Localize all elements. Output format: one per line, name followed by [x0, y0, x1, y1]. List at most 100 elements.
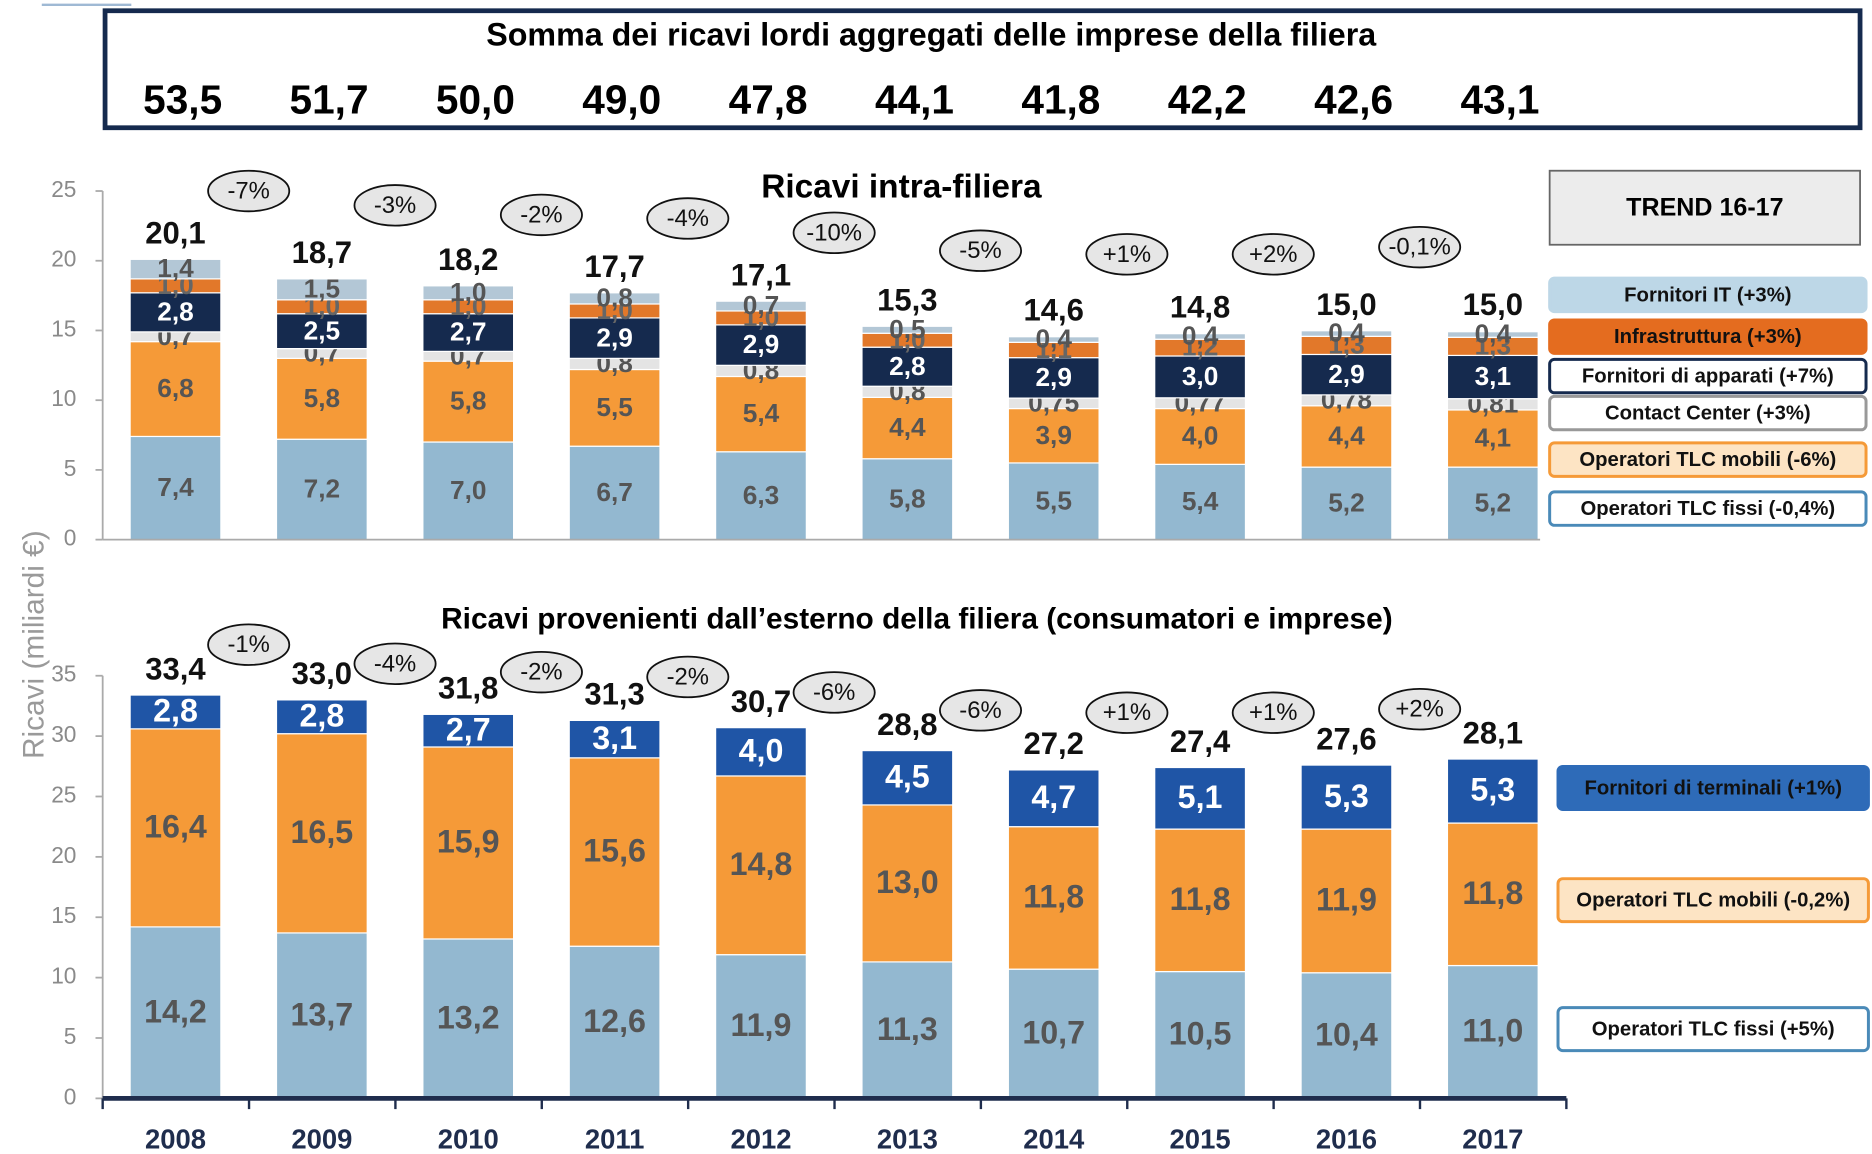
- data-label: 10,4: [1315, 1016, 1378, 1052]
- data-label: 4,0: [1182, 421, 1219, 451]
- total-label: 27,6: [1316, 721, 1376, 756]
- summary-value: 42,6: [1314, 76, 1393, 122]
- summary-value: 42,2: [1168, 76, 1247, 122]
- data-label: 2,8: [157, 296, 194, 326]
- data-label: 13,2: [437, 999, 500, 1035]
- data-label: 11,9: [731, 1007, 792, 1043]
- total-label: 15,3: [877, 283, 937, 318]
- data-label: 5,5: [596, 392, 633, 422]
- data-label: 5,3: [1324, 778, 1369, 814]
- bar-segment: [1007, 826, 1100, 970]
- y-tick-label: 15: [51, 902, 76, 928]
- change-label: +2%: [1249, 241, 1297, 268]
- change-label: -2%: [520, 659, 562, 686]
- total-label: 27,2: [1024, 726, 1084, 761]
- bar-segment: [1446, 354, 1539, 400]
- bar-segment: [715, 727, 807, 777]
- change-bubble: [1231, 691, 1315, 734]
- bar-segment: [1300, 330, 1393, 337]
- change-bubble: [1085, 691, 1169, 734]
- data-label: 15,6: [583, 833, 646, 869]
- y-tick-label: 35: [51, 661, 76, 687]
- bar-segment: [422, 746, 515, 940]
- change-bubble: [207, 623, 291, 666]
- bar-segment: [861, 804, 954, 963]
- bar-segment: [422, 285, 515, 301]
- x-tick-label: 2009: [291, 1124, 352, 1154]
- y-tick-label: 5: [64, 1023, 77, 1049]
- legend-label: Fornitori di terminali (+1%): [1584, 778, 1842, 800]
- data-label: 1,4: [157, 253, 194, 283]
- bar-segment: [1446, 331, 1539, 338]
- legend-title-box: [1548, 169, 1861, 246]
- bar-segment: [1300, 405, 1393, 468]
- data-label: 7,2: [304, 474, 341, 504]
- change-label: -7%: [227, 178, 269, 205]
- bar-segment: [715, 954, 807, 1099]
- change-bubble: [792, 211, 876, 254]
- y-tick-label: 0: [64, 1083, 77, 1109]
- bar-segment: [422, 360, 515, 443]
- data-label: 11,8: [1170, 881, 1231, 917]
- bar-segment: [1154, 407, 1247, 465]
- data-label: 2,9: [1328, 359, 1365, 389]
- legend-title: TREND 16-17: [1626, 194, 1783, 222]
- data-label: 3,1: [1475, 361, 1512, 391]
- data-label: 4,4: [1328, 421, 1365, 451]
- data-label: 7,4: [157, 472, 194, 502]
- legend-box: [1548, 318, 1868, 355]
- legend-box: [1556, 764, 1870, 811]
- change-bubble: [646, 197, 730, 240]
- legend-box: [1548, 357, 1868, 395]
- legend-box: [1556, 877, 1870, 924]
- data-label: 15,9: [437, 824, 500, 860]
- x-tick-label: 2015: [1170, 1124, 1231, 1154]
- total-label: 20,1: [145, 216, 205, 251]
- data-label: 14,2: [144, 993, 207, 1029]
- data-label: 13,7: [291, 996, 354, 1032]
- change-bubble: [1231, 233, 1315, 276]
- summary-title: Somma dei ricavi lordi aggregati delle i…: [486, 17, 1377, 53]
- bar-segment: [568, 945, 661, 1099]
- x-tick-label: 2010: [438, 1124, 499, 1154]
- chart-title: Ricavi intra-filiera: [761, 168, 1042, 205]
- bar-segment: [1007, 357, 1100, 399]
- data-label: 2,5: [304, 315, 341, 345]
- summary-value: 51,7: [290, 76, 369, 122]
- bar-segment: [422, 313, 515, 352]
- data-label: 11,3: [877, 1011, 938, 1047]
- bar-segment: [1154, 766, 1247, 830]
- summary-value: 47,8: [729, 76, 808, 122]
- summary-value: 44,1: [875, 76, 954, 122]
- legend-box: [1548, 394, 1868, 432]
- total-label: 15,0: [1316, 287, 1376, 322]
- bar-segment: [1007, 336, 1100, 343]
- y-tick-label: 10: [51, 385, 76, 411]
- bar-segment: [275, 438, 368, 541]
- bar-segment: [568, 317, 661, 359]
- change-bubble: [499, 650, 583, 694]
- bar-segment: [422, 713, 515, 748]
- total-label: 15,0: [1463, 287, 1523, 322]
- data-label: 5,4: [1182, 486, 1219, 516]
- change-label: -2%: [520, 201, 562, 228]
- data-label: 2,9: [596, 322, 633, 352]
- chart-title: Ricavi provenienti dall’esterno della fi…: [441, 603, 1393, 636]
- y-tick-label: 20: [51, 842, 76, 868]
- bar-segment: [568, 719, 661, 759]
- data-label: 0,4: [1035, 324, 1072, 354]
- data-label: 5,5: [1035, 485, 1072, 515]
- y-tick-label: 15: [51, 315, 76, 341]
- legend-label: Operatori TLC mobili (-0,2%): [1576, 890, 1850, 912]
- data-label: 4,1: [1475, 423, 1512, 453]
- bar-segment: [1154, 355, 1247, 399]
- legend-label: Operatori TLC fissi (-0,4%): [1580, 498, 1835, 520]
- bar-segment: [275, 357, 368, 440]
- data-label: 6,7: [596, 477, 633, 507]
- data-label: 13,0: [876, 864, 939, 900]
- bar-segment: [1300, 466, 1393, 541]
- bar-segment: [1446, 466, 1539, 541]
- change-label: -5%: [959, 237, 1001, 264]
- bar-segment: [1007, 462, 1100, 541]
- bar-segment: [129, 292, 222, 333]
